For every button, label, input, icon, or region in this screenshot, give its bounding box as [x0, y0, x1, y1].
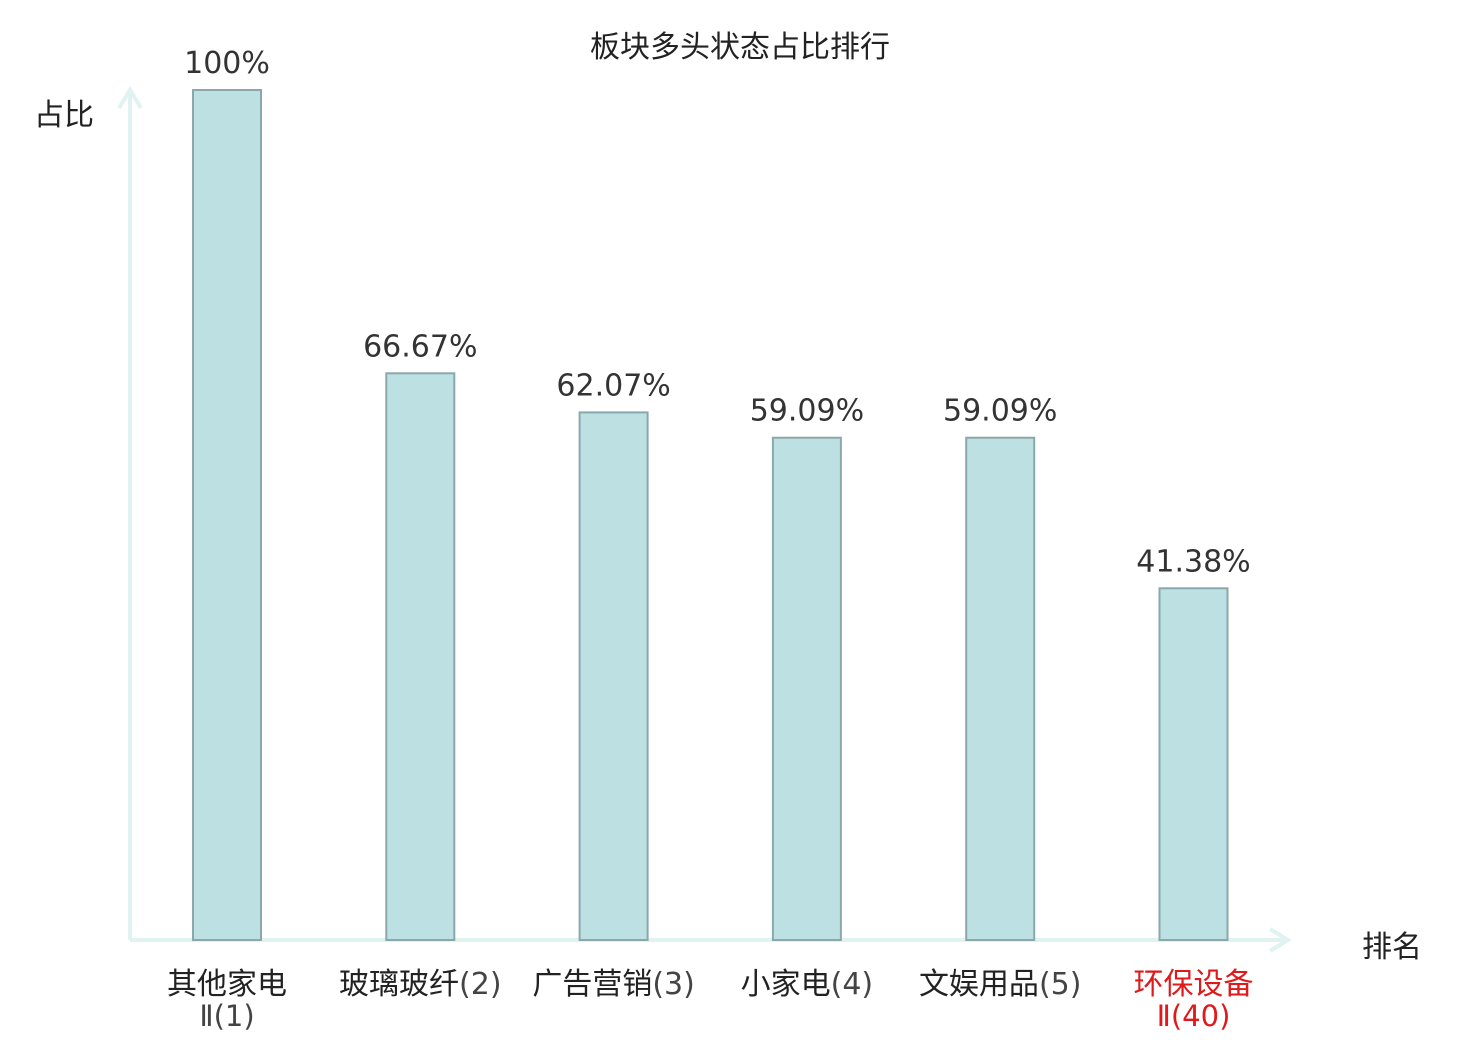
x-tick-label: 广告营销(3) — [532, 967, 695, 1002]
y-axis-arrow — [117, 86, 143, 110]
bar — [192, 89, 262, 941]
x-axis-arrow — [1268, 927, 1292, 953]
bar — [385, 372, 456, 941]
bar — [1158, 587, 1229, 942]
data-label: 59.09% — [943, 394, 1057, 429]
x-tick-label: 环保设备 — [1134, 967, 1254, 1002]
bar — [578, 411, 649, 941]
x-tick-label: 小家电(4) — [741, 967, 874, 1002]
x-tick-rank: (4) — [831, 967, 874, 1002]
x-tick-rank: (5) — [1039, 967, 1082, 1002]
x-tick-name: 玻璃玻纤 — [339, 967, 459, 1002]
x-axis-label: 排名 — [1362, 930, 1422, 965]
x-tick-label: 玻璃玻纤(2) — [339, 967, 502, 1002]
x-tick-label: 其他家电 — [167, 967, 287, 1002]
chart-title: 板块多头状态占比排行 — [590, 30, 890, 65]
x-tick-rank: (2) — [459, 967, 502, 1002]
x-tick-name: 广告营销 — [532, 967, 652, 1002]
data-label: 100% — [184, 46, 270, 81]
x-tick-label: 文娱用品(5) — [919, 967, 1081, 1002]
x-tick-rank: (3) — [652, 967, 695, 1002]
data-label: 41.38% — [1136, 544, 1250, 579]
data-label: 66.67% — [363, 329, 477, 364]
x-tick-name: 文娱用品 — [919, 967, 1039, 1002]
bar — [771, 436, 842, 941]
x-tick-name: 小家电 — [741, 967, 831, 1002]
x-tick-rank: Ⅱ(40) — [1157, 999, 1231, 1033]
data-label: 62.07% — [556, 368, 670, 403]
y-axis-label: 占比 — [34, 98, 94, 133]
x-tick-rank: Ⅱ(1) — [199, 999, 254, 1033]
data-label: 59.09% — [750, 394, 864, 429]
bar — [965, 436, 1036, 941]
